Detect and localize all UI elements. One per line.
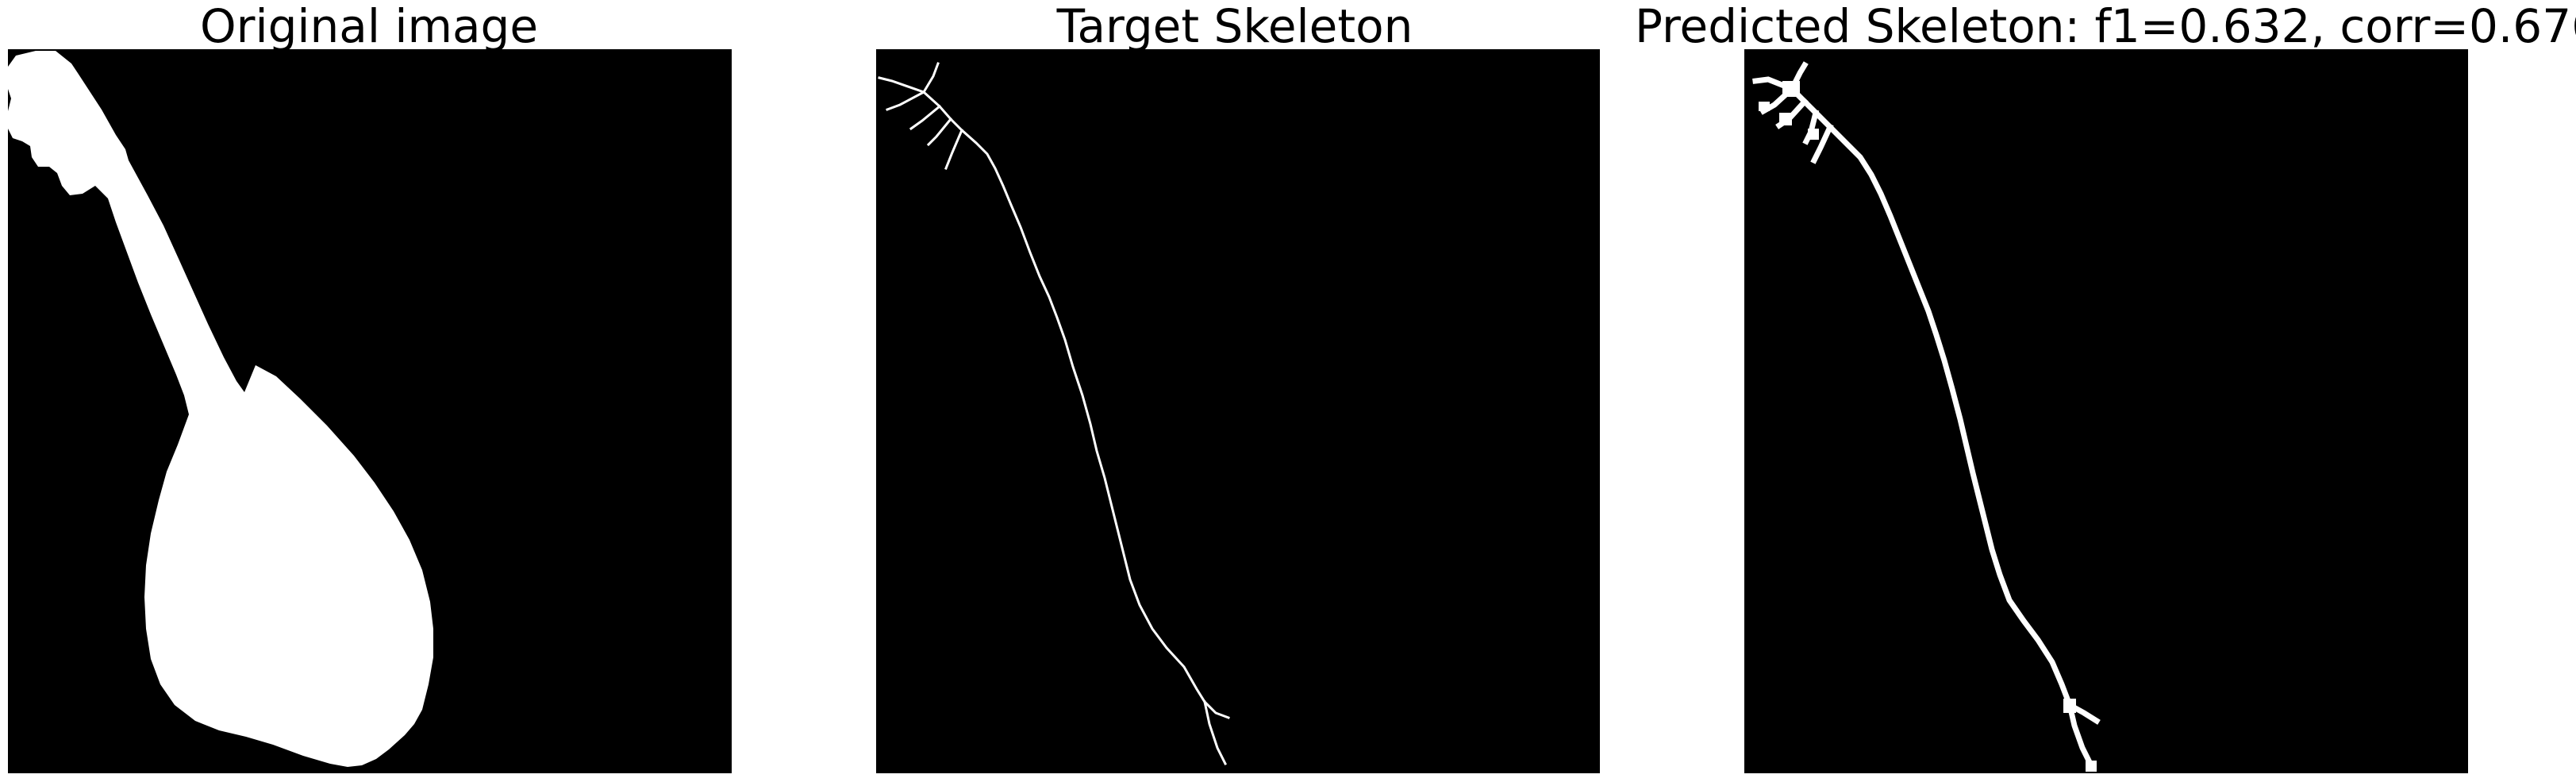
predicted-skeleton-panel [1744, 49, 2468, 773]
predicted-blob-1 [1782, 81, 1800, 97]
skeleton-top-branch-d [909, 104, 942, 131]
skeleton-main-branch [921, 90, 1230, 719]
skeleton-top-branch-e [926, 117, 953, 147]
predicted-top-branch-f [1810, 123, 1834, 164]
panel-background [1744, 49, 2468, 773]
predicted-blob-3 [1779, 113, 1792, 125]
panel-background [876, 49, 1600, 773]
panel-title-target-skeleton: Target Skeleton [1056, 0, 1413, 53]
target-skeleton-image [876, 49, 1600, 773]
predicted-blob-6 [2086, 761, 2097, 772]
predicted-blob-5 [2063, 699, 2076, 713]
skeleton-top-branch-b [921, 62, 940, 94]
skeleton-top-branch-a [878, 76, 925, 94]
panel-title-predicted-skeleton: Predicted Skeleton: f1=0.632, corr=0.676 [1635, 0, 2576, 53]
skeleton-top-branch-f [944, 129, 963, 170]
panel-title-original: Original image [199, 0, 539, 53]
skeleton-top-branch-c [886, 90, 926, 111]
target-skeleton-panel [876, 49, 1600, 773]
original-image-panel [8, 49, 732, 773]
skeleton-bottom-branch [1203, 700, 1228, 766]
original-image-mandolin-silhouette [8, 49, 732, 773]
predicted-blob-2 [1759, 102, 1770, 111]
predicted-blob-4 [1808, 129, 1819, 140]
predicted-main-branch [1788, 85, 2101, 725]
mandolin-silhouette [8, 51, 433, 767]
predicted-bottom-branch [2066, 701, 2096, 771]
predicted-skeleton-image [1744, 49, 2468, 773]
